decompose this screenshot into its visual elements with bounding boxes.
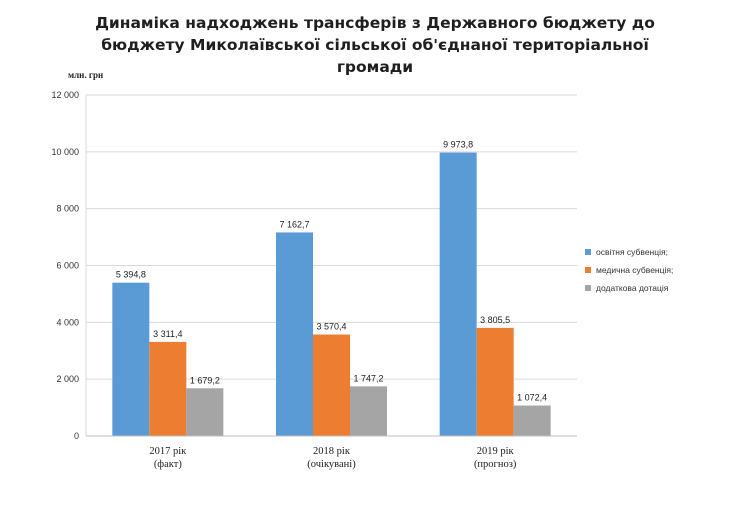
x-category-label: 2019 рік (477, 446, 515, 457)
bar (476, 327, 514, 436)
data-label: 1 072,4 (517, 393, 547, 403)
data-label: 5 394,8 (116, 270, 146, 280)
legend-label: освітня субвенція; (596, 247, 668, 257)
legend-label: медична субвенція; (596, 265, 673, 275)
chart-title-line-1: Динаміка надходжень трансферів з Державн… (95, 14, 655, 32)
chart-title-line-2: бюджету Миколаївської сільської об'єднан… (101, 36, 649, 54)
y-axis-unit-label: млн. грн (68, 70, 104, 80)
bar (276, 232, 313, 436)
data-label: 3 570,4 (316, 322, 346, 332)
bar (350, 386, 387, 436)
bar (313, 334, 350, 436)
legend-swatch (585, 249, 591, 255)
bar (112, 282, 150, 436)
data-label: 1 679,2 (190, 375, 220, 385)
bar (513, 405, 551, 436)
y-tick-label: 10 000 (51, 147, 79, 157)
data-label: 1 747,2 (353, 373, 383, 383)
data-label: 3 805,5 (480, 315, 510, 325)
y-tick-label: 0 (74, 431, 79, 441)
data-label: 9 973,8 (443, 140, 473, 150)
data-label: 7 162,7 (279, 219, 309, 229)
x-category-label: (факт) (154, 459, 183, 470)
y-tick-label: 12 000 (51, 90, 79, 100)
bar (439, 152, 477, 436)
y-tick-label: 4 000 (56, 317, 79, 327)
x-category-label: 2018 рік (313, 446, 351, 457)
y-tick-label: 8 000 (56, 204, 79, 214)
y-tick-label: 6 000 (56, 261, 79, 271)
bar (149, 341, 187, 436)
bar (186, 388, 224, 436)
legend-swatch (585, 267, 591, 273)
legend-label: додаткова дотація (596, 283, 669, 293)
y-tick-label: 2 000 (56, 374, 79, 384)
legend-swatch (585, 285, 591, 291)
x-category-label: 2017 рік (149, 446, 187, 457)
chart-title-line-3: громади (336, 58, 414, 76)
data-label: 3 311,4 (153, 329, 182, 339)
x-category-label: (прогноз) (474, 459, 517, 470)
x-category-label: (очікувані) (307, 459, 356, 470)
